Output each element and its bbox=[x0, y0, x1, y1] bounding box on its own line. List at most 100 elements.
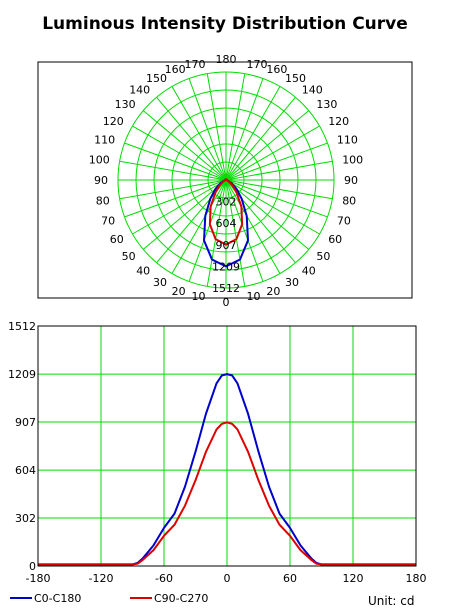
polar-spoke bbox=[142, 110, 227, 181]
polar-angle-label: 70 bbox=[337, 214, 351, 227]
polar-spoke bbox=[142, 179, 227, 250]
polar-angle-label: 40 bbox=[136, 264, 150, 277]
polar-radial-labels: 302 604 907 1209 1512 bbox=[212, 196, 240, 295]
x-tick-label: -180 bbox=[26, 572, 51, 585]
polar-spoke bbox=[132, 125, 227, 181]
y-tick-label: 1512 bbox=[8, 320, 36, 333]
y-tick-label: 302 bbox=[15, 512, 36, 525]
polar-radial-label: 604 bbox=[216, 217, 237, 230]
line-series-c0-c180 bbox=[38, 373, 416, 566]
polar-angle-label: 110 bbox=[337, 134, 358, 147]
legend-label-c90: C90-C270 bbox=[154, 592, 208, 605]
polar-angle-label: 20 bbox=[266, 285, 280, 298]
polar-spoke bbox=[124, 142, 227, 181]
polar-curve-c90-c270 bbox=[208, 178, 244, 246]
legend-label-c0: C0-C180 bbox=[34, 592, 81, 605]
polar-spoke bbox=[225, 179, 264, 282]
polar-angle-label: 20 bbox=[172, 285, 186, 298]
polar-spoke bbox=[132, 179, 227, 235]
cartesian-frame bbox=[37, 325, 417, 567]
polar-angle-label: 30 bbox=[153, 276, 167, 289]
polar-angle-label: 150 bbox=[146, 72, 167, 85]
polar-angle-label: 10 bbox=[247, 290, 261, 303]
x-tick-label: 60 bbox=[283, 572, 297, 585]
polar-angle-label: 140 bbox=[129, 84, 150, 97]
polar-angle-label: 160 bbox=[165, 63, 186, 76]
polar-angle-label: 90 bbox=[94, 174, 108, 187]
polar-spoke bbox=[171, 86, 227, 181]
polar-spoke bbox=[225, 110, 310, 181]
polar-radial-label: 1209 bbox=[212, 260, 240, 273]
polar-spoke bbox=[225, 142, 328, 181]
polar-spoke bbox=[225, 179, 328, 218]
polar-curves bbox=[202, 178, 250, 268]
polar-angle-label: 60 bbox=[110, 233, 124, 246]
polar-spoke bbox=[119, 160, 227, 181]
polar-spoke bbox=[225, 78, 264, 181]
polar-angle-label-180: 180 bbox=[216, 53, 237, 66]
polar-spoke bbox=[225, 96, 296, 181]
polar-spoke bbox=[225, 179, 281, 274]
polar-spoke bbox=[206, 179, 227, 287]
cartesian-curves bbox=[38, 373, 416, 566]
polar-angle-label: 70 bbox=[101, 214, 115, 227]
y-tick-label: 907 bbox=[15, 416, 36, 429]
x-tick-label: 120 bbox=[343, 572, 364, 585]
polar-radial-label: 1512 bbox=[212, 282, 240, 295]
polar-angle-label: 50 bbox=[316, 250, 330, 263]
polar-radial-label: 302 bbox=[216, 196, 237, 209]
polar-angle-label: 80 bbox=[342, 195, 356, 208]
polar-angle-labels: 1020304050607080901001101201301401501601… bbox=[89, 53, 363, 309]
polar-angle-label: 10 bbox=[192, 290, 206, 303]
y-tick-label: 1209 bbox=[8, 368, 36, 381]
polar-spoke bbox=[225, 179, 333, 200]
polar-spoke bbox=[188, 179, 227, 282]
polar-spoke bbox=[119, 179, 227, 200]
polar-angle-label-0: 0 bbox=[223, 296, 230, 309]
x-tick-label: -120 bbox=[89, 572, 114, 585]
polar-spoke bbox=[225, 160, 333, 181]
polar-spoke bbox=[225, 125, 320, 181]
unit-label: Unit: cd bbox=[368, 594, 415, 608]
polar-spoke bbox=[171, 179, 227, 274]
polar-spoke bbox=[225, 86, 281, 181]
polar-angle-label: 130 bbox=[316, 98, 337, 111]
polar-spoke bbox=[206, 73, 227, 181]
polar-spoke bbox=[225, 73, 246, 181]
x-tick-label: 180 bbox=[406, 572, 427, 585]
polar-angle-label: 100 bbox=[342, 154, 363, 167]
polar-angle-label: 150 bbox=[285, 72, 306, 85]
polar-angle-label: 170 bbox=[247, 58, 268, 71]
polar-angle-label: 160 bbox=[266, 63, 287, 76]
chart-title: Luminous Intensity Distribution Curve bbox=[42, 14, 408, 34]
polar-angle-label: 120 bbox=[103, 115, 124, 128]
polar-angle-label: 100 bbox=[89, 154, 110, 167]
polar-spoke bbox=[156, 96, 227, 181]
polar-spoke bbox=[225, 179, 320, 235]
line-series-c90-c270 bbox=[38, 421, 416, 566]
polar-angle-label: 60 bbox=[328, 233, 342, 246]
polar-grid bbox=[117, 71, 335, 289]
y-tick-label: 604 bbox=[15, 464, 36, 477]
polar-spoke bbox=[188, 78, 227, 181]
polar-angle-label: 50 bbox=[122, 250, 136, 263]
polar-angle-label: 170 bbox=[185, 58, 206, 71]
x-tick-label: -60 bbox=[155, 572, 173, 585]
cartesian-grid bbox=[38, 326, 416, 566]
polar-angle-label: 90 bbox=[344, 174, 358, 187]
polar-spoke bbox=[225, 179, 246, 287]
cartesian-ticks: -180 -120 -60 0 60 120 180 0 302 604 907 1209 1512 bbox=[8, 320, 427, 585]
polar-angle-label: 140 bbox=[302, 84, 323, 97]
polar-spoke bbox=[225, 179, 310, 250]
y-tick-label: 0 bbox=[29, 560, 36, 573]
legend: C0-C180 C90-C270 bbox=[10, 592, 208, 605]
polar-spoke bbox=[124, 179, 227, 218]
polar-angle-label: 130 bbox=[115, 98, 136, 111]
polar-angle-label: 30 bbox=[285, 276, 299, 289]
polar-frame bbox=[37, 61, 413, 299]
polar-angle-label: 80 bbox=[96, 195, 110, 208]
x-tick-label: 0 bbox=[224, 572, 231, 585]
polar-angle-label: 40 bbox=[302, 264, 316, 277]
polar-angle-label: 110 bbox=[94, 134, 115, 147]
